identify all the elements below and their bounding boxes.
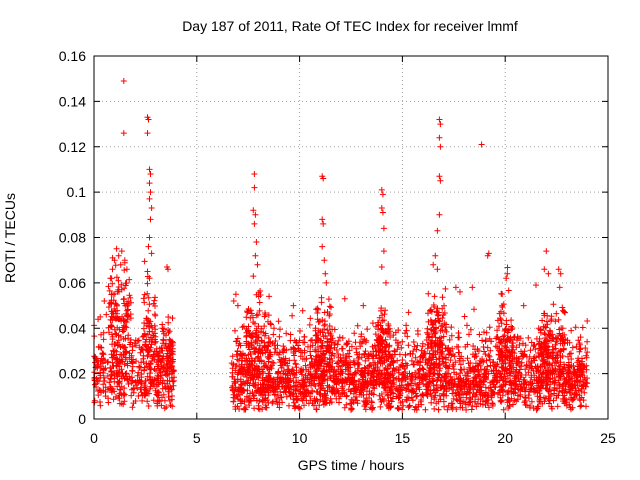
- y-tick-label: 0.12: [59, 139, 86, 155]
- y-tick-label: 0: [78, 411, 86, 427]
- x-tick-label: 20: [497, 430, 513, 446]
- y-tick-label: 0.02: [59, 366, 86, 382]
- y-tick-label: 0.04: [59, 320, 86, 336]
- grid-lines: [94, 56, 608, 419]
- x-tick-label: 5: [193, 430, 201, 446]
- y-tick-label: 0.08: [59, 230, 86, 246]
- roti-markers: [91, 78, 591, 413]
- y-tick-label: 0.06: [59, 275, 86, 291]
- y-tick-label: 0.14: [59, 93, 86, 109]
- x-axis-label: GPS time / hours: [297, 457, 405, 473]
- x-tick-label: 15: [395, 430, 411, 446]
- y-axis-label: ROTI / TECUs: [2, 193, 18, 283]
- y-tick-label: 0.1: [67, 184, 87, 200]
- chart-title: Day 187 of 2011, Rate Of TEC Index for r…: [182, 18, 518, 34]
- x-tick-label: 0: [90, 430, 98, 446]
- x-tick-label: 10: [292, 430, 308, 446]
- x-tick-label: 25: [600, 430, 616, 446]
- y-tick-label: 0.16: [59, 48, 86, 64]
- data-points: [91, 78, 591, 413]
- axis-ticks: 0 5 10 15 20 25 0 0.02 0.04 0.06 0.08 0.1 0.12 0.14 0.…: [59, 48, 616, 446]
